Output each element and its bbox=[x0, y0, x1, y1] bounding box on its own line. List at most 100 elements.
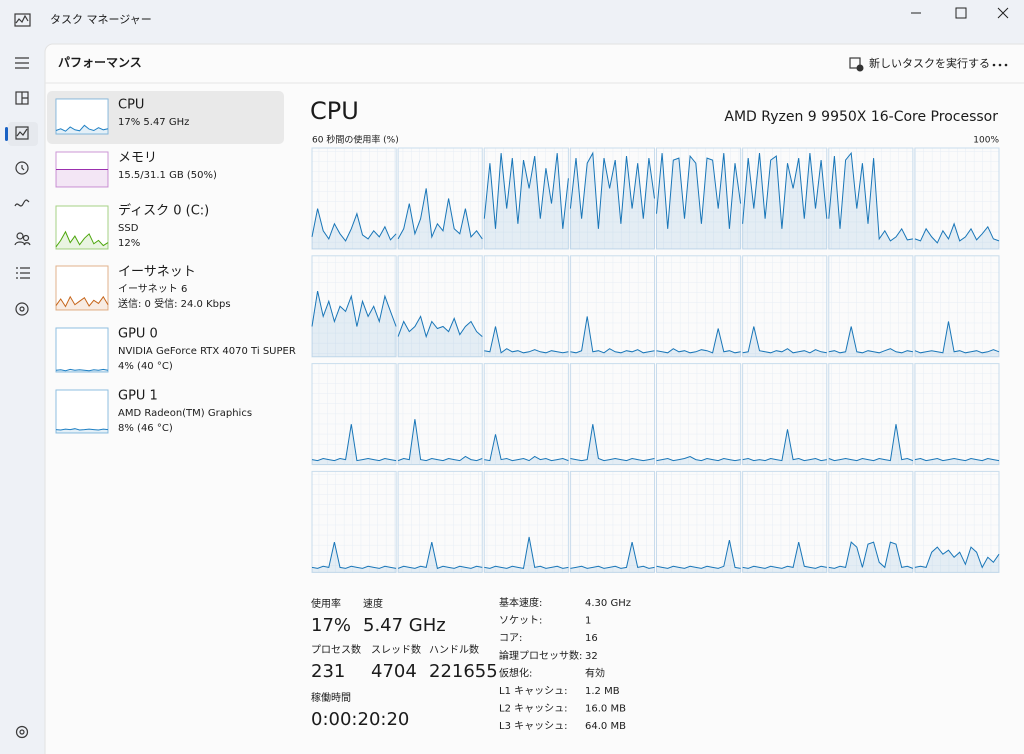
core-graph-frame bbox=[914, 255, 1000, 358]
usage-area bbox=[570, 316, 655, 357]
usage-area bbox=[484, 434, 569, 465]
usage-area bbox=[56, 125, 108, 134]
nav-processes[interactable] bbox=[15, 91, 29, 105]
usage-area bbox=[398, 188, 483, 249]
usage-line bbox=[828, 326, 913, 354]
usage-area bbox=[312, 208, 397, 249]
more-button[interactable] bbox=[992, 63, 1008, 67]
core-graph-frame bbox=[311, 255, 397, 358]
item-name: CPU bbox=[118, 98, 144, 113]
usage-line bbox=[397, 315, 483, 339]
core-graph-frame bbox=[828, 363, 914, 466]
usage-area bbox=[56, 231, 108, 249]
spec-label: L1 キャッシュ: bbox=[499, 686, 567, 697]
usage-line bbox=[484, 434, 569, 462]
usage-area bbox=[828, 153, 913, 249]
usage-line bbox=[569, 151, 655, 229]
item-detail: SSD bbox=[118, 223, 139, 234]
nav-startup[interactable] bbox=[14, 199, 30, 207]
usage-area bbox=[828, 424, 913, 465]
window-title: タスク マネージャー bbox=[50, 13, 152, 26]
stat-value: 231 bbox=[311, 661, 345, 682]
usage-line bbox=[570, 316, 655, 354]
item-name: メモリ bbox=[118, 151, 157, 166]
usage-line bbox=[55, 230, 109, 248]
page-title: パフォーマンス bbox=[58, 56, 142, 70]
nav-services[interactable] bbox=[15, 302, 29, 316]
item-detail: 8% (46 °C) bbox=[118, 423, 173, 434]
run-task-button[interactable]: 新しいタスクを実行する bbox=[849, 56, 990, 72]
spec-label: 仮想化: bbox=[499, 666, 532, 679]
item-detail: 17% 5.47 GHz bbox=[118, 117, 189, 128]
spec-value: 1.2 MB bbox=[585, 686, 620, 697]
usage-line bbox=[914, 222, 1000, 244]
core-graph-frame bbox=[569, 147, 655, 250]
app-icon bbox=[14, 13, 31, 27]
usage-line bbox=[311, 290, 397, 327]
spec-label: コア: bbox=[499, 633, 522, 644]
usage-line bbox=[570, 541, 655, 569]
item-detail: NVIDIA GeForce RTX 4070 Ti SUPER bbox=[118, 346, 296, 357]
core-graph-frame bbox=[483, 147, 569, 250]
usage-line bbox=[484, 536, 569, 569]
usage-area bbox=[570, 153, 655, 249]
stat-value: 4704 bbox=[371, 661, 417, 682]
core-graph-frame bbox=[914, 363, 1000, 466]
maximize-button[interactable] bbox=[955, 7, 967, 19]
spec-value: 1 bbox=[585, 616, 591, 627]
usage-area bbox=[742, 542, 827, 573]
usage-area bbox=[914, 223, 999, 249]
spec-label: 論理プロセッサ数: bbox=[499, 649, 582, 662]
usage-line bbox=[828, 424, 914, 462]
stat-label: スレッド数 bbox=[371, 643, 421, 656]
spec-value: 16.0 MB bbox=[585, 704, 626, 715]
stat-value: 17% bbox=[311, 615, 351, 636]
usage-line bbox=[914, 321, 1000, 354]
nav-users[interactable] bbox=[14, 232, 31, 246]
item-detail: 4% (40 °C) bbox=[118, 361, 173, 372]
stat-value: 221655 bbox=[429, 661, 498, 682]
item-detail: 送信: 0 受信: 24.0 Kbps bbox=[118, 297, 231, 310]
item-detail: イーサネット 6 bbox=[118, 283, 187, 295]
usage-line bbox=[828, 151, 913, 242]
core-graph-frame bbox=[914, 470, 1000, 573]
item-name: イーサネット bbox=[118, 265, 196, 280]
usage-line bbox=[656, 539, 741, 569]
nav-menu[interactable] bbox=[15, 57, 29, 69]
spec-value: 4.30 GHz bbox=[585, 598, 631, 609]
stat-value: 0:00:20:20 bbox=[311, 709, 409, 730]
thumbnail-frame bbox=[55, 327, 109, 373]
usage-area bbox=[56, 169, 108, 187]
run-task-label[interactable]: 新しいタスクを実行する bbox=[869, 56, 990, 70]
usage-area bbox=[484, 153, 569, 249]
usage-area bbox=[656, 540, 741, 573]
usage-line bbox=[55, 428, 109, 431]
core-graph-frame bbox=[311, 363, 397, 466]
usage-area bbox=[914, 321, 999, 357]
core-graph-frame bbox=[656, 363, 742, 466]
usage-line bbox=[311, 208, 397, 242]
usage-area bbox=[312, 291, 397, 357]
nav-details[interactable] bbox=[16, 267, 30, 279]
nav-settings[interactable] bbox=[15, 725, 29, 739]
nav-app-history[interactable] bbox=[15, 161, 29, 175]
usage-area bbox=[914, 547, 999, 573]
usage-line bbox=[742, 326, 827, 354]
usage-line bbox=[397, 419, 483, 462]
core-graph-frame bbox=[397, 255, 483, 358]
usage-line bbox=[914, 457, 1000, 462]
nav-performance[interactable] bbox=[15, 126, 29, 140]
cpu-title: CPU bbox=[310, 97, 359, 125]
stat-label: 速度 bbox=[363, 597, 383, 610]
usage-line bbox=[397, 188, 483, 240]
spec-label: L3 キャッシュ: bbox=[499, 721, 567, 732]
usage-line bbox=[55, 368, 109, 372]
core-graph-frame bbox=[656, 255, 742, 358]
spec-value: 16 bbox=[585, 633, 598, 644]
core-graph-frame bbox=[569, 470, 655, 573]
usage-area bbox=[398, 419, 483, 465]
close-button[interactable] bbox=[997, 7, 1009, 19]
usage-area bbox=[398, 542, 483, 573]
